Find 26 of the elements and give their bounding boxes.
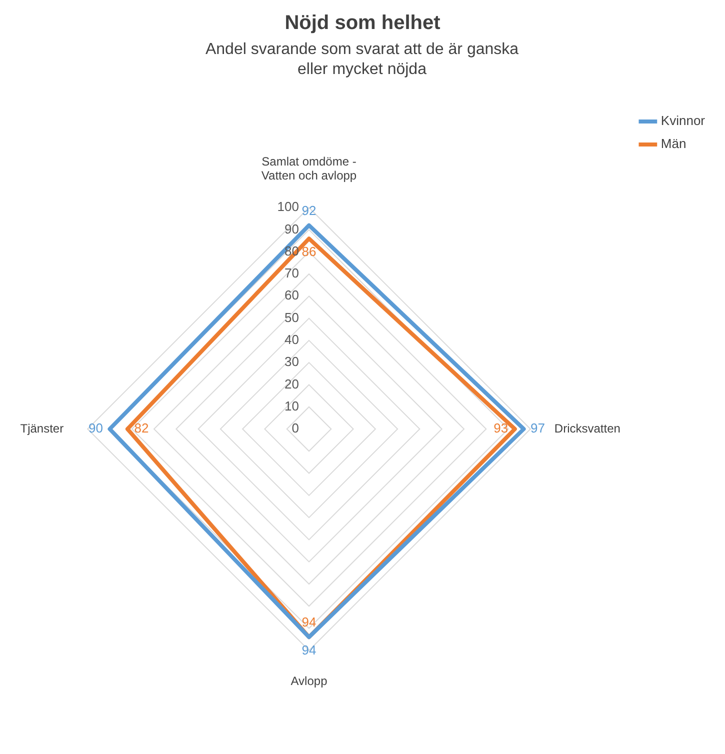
data-label: 90 [88,420,103,436]
y-tick-label: 40 [284,332,299,348]
data-label: 93 [494,420,508,436]
spoke-label: Dricksvatten [554,421,620,436]
y-tick-label: 100 [277,199,299,214]
y-tick-label: 50 [284,310,299,325]
y-tick-label: 70 [284,266,299,281]
y-tick-label: 10 [284,398,299,414]
spoke-label: Tjänster [20,421,64,436]
y-tick-label: 20 [284,376,299,392]
y-tick-label: 60 [284,288,299,303]
data-label: 82 [134,420,149,436]
spoke-label: Avlopp [290,674,328,688]
y-tick-label: 90 [284,221,299,236]
spoke-label: Samlat omdöme - Vatten och avlopp [261,154,357,183]
data-label: 92 [302,202,316,218]
legend-label: Kvinnor [660,113,706,128]
data-label: 97 [530,420,545,436]
data-label: 94 [302,642,316,658]
legend-label: Män [660,136,686,152]
data-label: 86 [302,244,316,260]
chart-title: Nöjd som helhet [284,12,442,35]
chart-subtitle: Andel svarande som svarat att de är ganska eller mycket nöjda [204,40,520,80]
data-label: 94 [302,614,316,630]
y-tick-label: 0 [292,420,299,436]
y-tick-label: 30 [284,354,299,370]
